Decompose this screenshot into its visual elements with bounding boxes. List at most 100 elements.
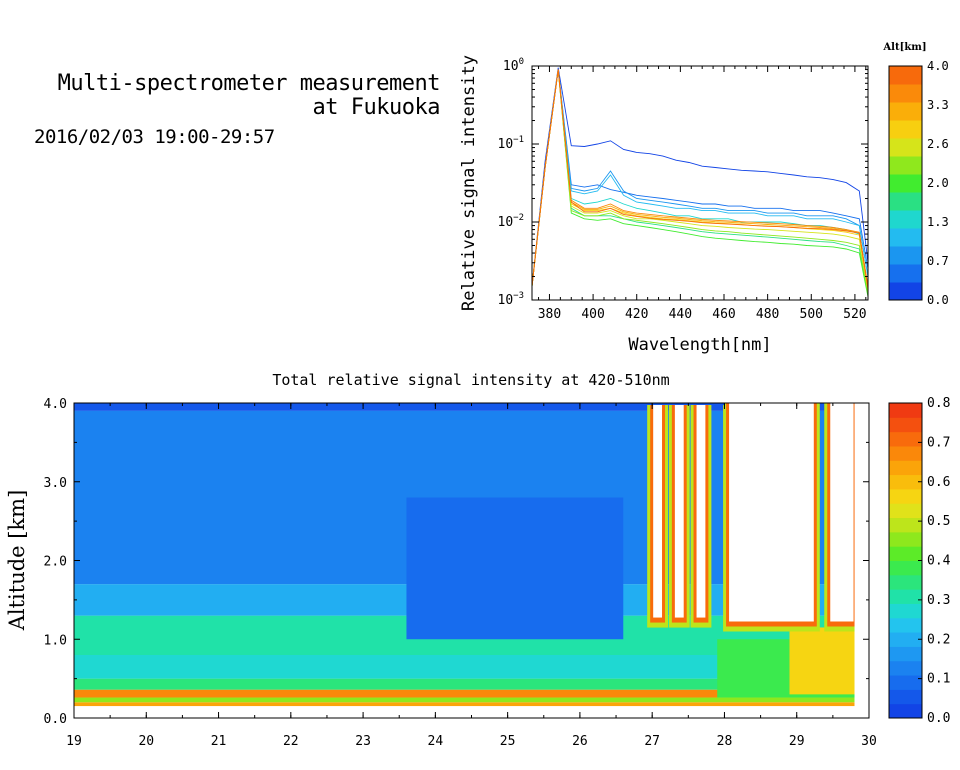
heatmap-x-tick-label: 24: [428, 734, 444, 749]
heatmap-layer: [74, 702, 855, 707]
spectrum-series-line-6: [532, 69, 868, 297]
spectrum-x-tick-label: 400: [581, 307, 604, 322]
spectrum-series-line-10: [532, 69, 868, 289]
spectrum-x-ticks: 380 400 420 440 460 480 500 520: [538, 66, 867, 322]
intensity-colorbar-tick-label: 0.2: [927, 632, 950, 647]
heatmap-no-data: [74, 706, 869, 718]
altitude-colorbar-tick-label: 0.0: [927, 293, 949, 307]
intensity-colorbar-tick-label: 0.7: [927, 435, 950, 450]
intensity-colorbar-band: [889, 632, 922, 647]
intensity-colorbar-band: [889, 589, 922, 604]
figure-subtitle-datetime: 2016/02/03 19:00-29:57: [34, 126, 275, 148]
heatmap-y-axis-label: Altitude [km]: [5, 490, 29, 632]
altitude-colorbar-tick-label: 2.0: [927, 176, 949, 190]
spectrum-series-line-1: [532, 69, 868, 287]
spectrum-x-tick-label: 520: [843, 307, 866, 322]
spectrum-series-line-4: [532, 69, 868, 287]
intensity-colorbar-band: [889, 417, 922, 433]
cloud-column-clear: [729, 403, 814, 622]
spectrum-series-group: [532, 67, 868, 297]
spectrum-x-tick-label: 480: [756, 307, 779, 322]
cloud-column-clear: [674, 403, 684, 618]
intensity-colorbar-band: [889, 517, 922, 533]
spectrum-y-axis-label: Relative signal intensity: [459, 55, 479, 311]
spectrum-x-tick-label: 440: [669, 307, 692, 322]
intensity-colorbar-band: [889, 689, 922, 705]
intensity-colorbar-band: [889, 445, 922, 461]
cloud-column-clear: [653, 403, 663, 618]
heatmap-x-tick-label: 28: [717, 734, 733, 749]
heatmap-x-tick-label: 25: [500, 734, 516, 749]
altitude-colorbar-tick-label: 1.3: [927, 215, 949, 229]
intensity-colorbar-tick-label: 0.1: [927, 672, 950, 687]
altitude-colorbar-tick-label: 2.6: [927, 137, 949, 151]
altitude-colorbar-band: [889, 102, 922, 121]
altitude-colorbar-band: [889, 138, 922, 157]
spectrum-y-tick-label: 10−3: [498, 291, 525, 308]
heatmap-y-tick-label: 4.0: [44, 397, 67, 412]
heatmap-region: [406, 497, 624, 640]
intensity-colorbar-band: [889, 460, 922, 476]
intensity-colorbar-band: [889, 675, 922, 690]
altitude-colorbar-tick-label: 0.7: [927, 254, 949, 268]
heatmap-x-tick-label: 23: [355, 734, 371, 749]
heatmap-y-ticks: 0.0 1.0 2.0 3.0 4.0: [44, 397, 869, 727]
spectrum-series-line-0: [532, 67, 868, 287]
heatmap-y-tick-label: 0.0: [44, 712, 67, 727]
spectrum-y-tick-label: 100: [503, 57, 524, 74]
intensity-colorbar-tick-label: 0.0: [927, 711, 950, 726]
intensity-colorbar-band: [889, 617, 922, 633]
heatmap-chart: Total relative signal intensity at 420-5…: [5, 371, 951, 749]
spectrum-series-line-2: [532, 69, 868, 287]
altitude-colorbar-band: [889, 228, 922, 247]
heatmap-x-tick-label: 26: [572, 734, 588, 749]
altitude-colorbar-band: [889, 156, 922, 175]
intensity-colorbar-band: [889, 574, 922, 590]
spectrum-x-tick-label: 420: [625, 307, 648, 322]
heatmap-x-tick-label: 29: [789, 734, 805, 749]
spectrum-series-line-11: [532, 69, 868, 287]
intensity-colorbar-band: [889, 546, 922, 561]
intensity-colorbar-band: [889, 531, 922, 547]
intensity-colorbar: 0.0 0.1 0.2 0.3 0.4 0.5 0.6 0.7 0.8: [888, 396, 951, 726]
intensity-colorbar-band: [889, 403, 922, 418]
heatmap-layer: [74, 697, 855, 703]
intensity-colorbar-band: [889, 560, 922, 576]
altitude-colorbar-band: [889, 264, 922, 283]
altitude-colorbar-band: [889, 120, 922, 139]
spectrum-x-tick-label: 500: [800, 307, 823, 322]
heatmap-title: Total relative signal intensity at 420-5…: [272, 371, 669, 389]
heatmap-x-tick-label: 21: [211, 734, 227, 749]
spectrum-y-tick-label: 10−1: [498, 135, 525, 152]
figure-title-line1: Multi-spectrometer measurement: [57, 71, 441, 96]
spectrum-series-line-9: [532, 69, 868, 289]
spectrum-chart: 380 400 420 440 460 480 500 520 10−3 10−2 10−1 100…: [459, 42, 949, 355]
altitude-colorbar-band: [889, 84, 922, 103]
altitude-colorbar-band: [889, 174, 922, 193]
heatmap-x-tick-label: 30: [861, 734, 877, 749]
altitude-colorbar-band: [889, 246, 922, 265]
heatmap-layer: [74, 689, 855, 698]
heatmap-y-tick-label: 3.0: [44, 476, 67, 491]
altitude-colorbar-band: [889, 282, 922, 301]
heatmap-cells: [74, 403, 869, 718]
spectrum-series-line-8: [532, 69, 868, 292]
intensity-colorbar-band: [889, 474, 922, 490]
intensity-colorbar-band: [889, 503, 922, 519]
spectrum-y-ticks: 10−3 10−2 10−1 100: [498, 57, 868, 308]
intensity-colorbar-band: [889, 603, 922, 619]
heatmap-x-ticks: 19 20 21 22 23 24 25 26 27 28 29 30: [66, 403, 877, 749]
intensity-colorbar-tick-label: 0.3: [927, 593, 950, 608]
spectrum-y-tick-label: 10−2: [498, 213, 525, 230]
heatmap-x-tick-label: 20: [138, 734, 154, 749]
heatmap-layer: [74, 655, 855, 679]
intensity-colorbar-band: [889, 488, 922, 504]
heatmap-y-tick-label: 1.0: [44, 633, 67, 648]
spectrum-series-line-12: [532, 69, 868, 289]
altitude-colorbar-title: Alt[km]: [882, 42, 926, 53]
heatmap-region: [789, 627, 855, 695]
intensity-colorbar-tick-label: 0.5: [927, 514, 950, 529]
altitude-colorbar-tick-label: 3.3: [927, 98, 949, 112]
heatmap-y-tick-label: 2.0: [44, 555, 67, 570]
altitude-colorbar-band: [889, 66, 922, 85]
